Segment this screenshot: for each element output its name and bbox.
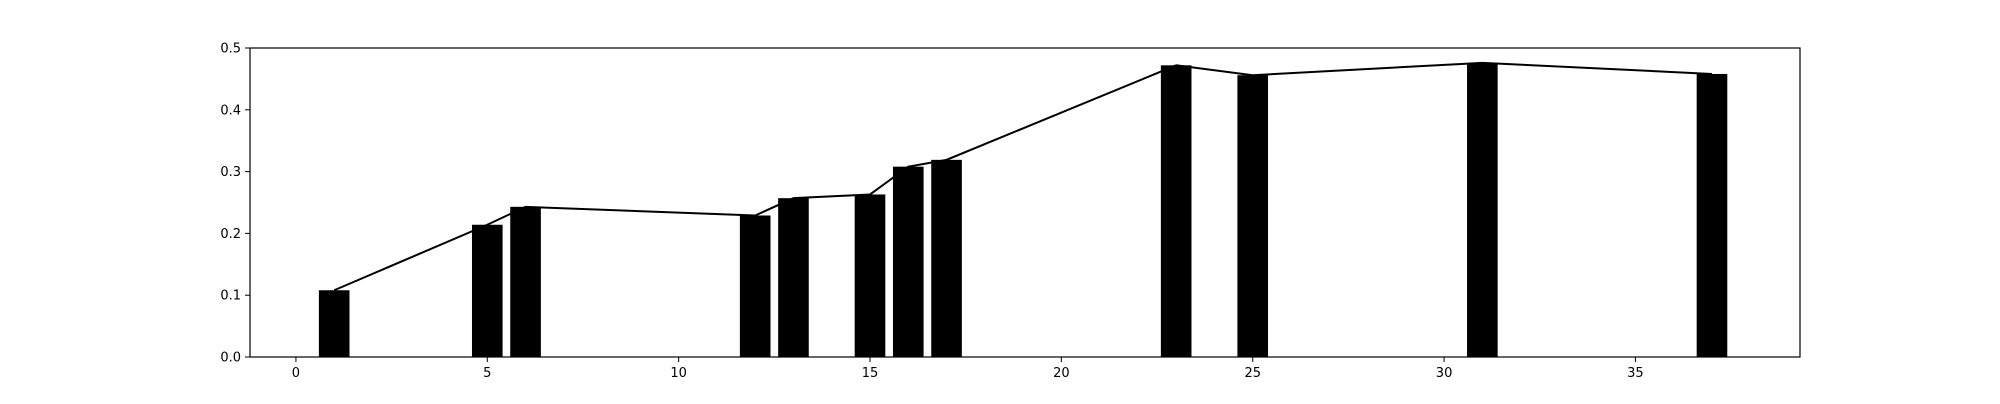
x-tick-label-0: 0 [292,366,300,381]
y-tick-label-0.4: 0.4 [220,103,241,118]
bar-15 [854,194,886,357]
x-tick-label-5: 5 [483,366,491,381]
bar-5 [471,224,503,357]
bar-12 [739,215,771,357]
line-layer [333,61,1713,292]
y-tick-label-0.3: 0.3 [220,165,241,180]
y-tick-label-0: 0.0 [220,351,241,366]
bar-1 [318,290,350,357]
bar-13 [778,198,809,357]
bar-25 [1237,75,1269,357]
x-tick-label-20: 20 [1053,366,1070,381]
bars-layer [318,62,1728,358]
x-tick-label-25: 25 [1244,366,1261,381]
x-tick-label-35: 35 [1627,366,1644,381]
bar-23 [1160,65,1192,357]
bar-6 [510,206,541,357]
y-tick-label-0.5: 0.5 [220,42,241,57]
y-tick-label-0.1: 0.1 [220,289,241,304]
series-line [333,61,1713,292]
bar-31 [1467,62,1498,357]
y-tick-label-0.2: 0.2 [220,227,241,242]
bar-37 [1696,73,1728,358]
x-tick-label-15: 15 [862,366,879,381]
x-tick-label-10: 10 [670,366,687,381]
axes-layer: 0 5 10 15 20 25 30 35 0.0 0.1 0.2 0.3 0.4 0.5 [220,42,1801,381]
bar-17 [931,159,962,357]
x-tick-label-30: 30 [1436,366,1453,381]
bar-16 [892,166,924,357]
plot-frame [249,47,1801,358]
